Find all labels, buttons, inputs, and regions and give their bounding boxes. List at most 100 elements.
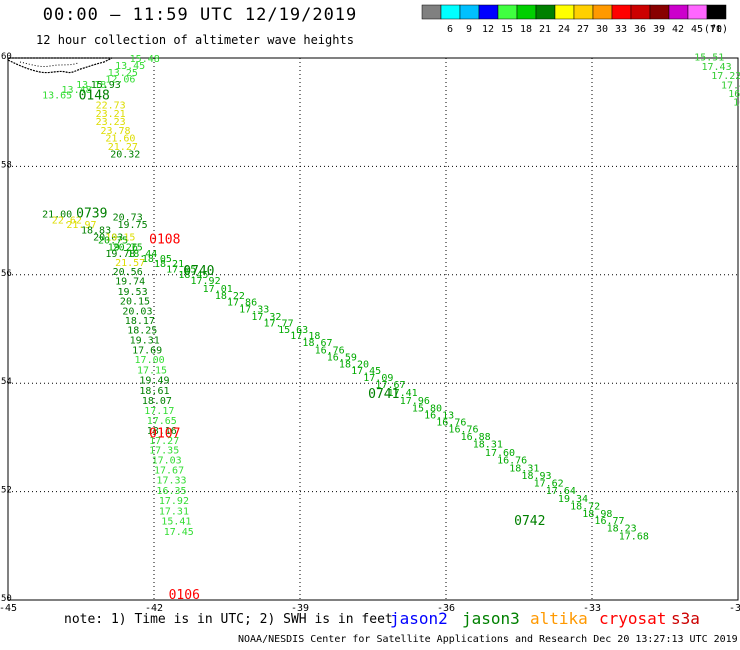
wave-height-label: 16.7 — [733, 98, 740, 109]
wave-height-label: 19.49 — [139, 376, 169, 387]
lat-tick-label: 54 — [1, 377, 12, 387]
page-subtitle: 12 hour collection of altimeter wave hei… — [36, 33, 354, 47]
scale-label: 45 — [691, 24, 703, 35]
legend-item-altika: altika — [530, 609, 588, 628]
wave-height-label: 15.93 — [91, 80, 121, 91]
wave-height-label: 13.18 — [76, 80, 106, 91]
wave-height-label: 18.25 — [127, 325, 157, 336]
wave-height-label: 18.72 — [570, 501, 600, 512]
wave-height-label: 15.48 — [130, 54, 160, 65]
coastline — [7, 57, 113, 74]
wave-height-label: 17.33 — [239, 305, 269, 316]
wave-height-label: 18.67 — [302, 338, 332, 349]
wave-height-label: 15.80 — [412, 403, 442, 414]
wave-height-label: 16.77 — [594, 516, 624, 527]
wave-height-label: 20.73 — [113, 213, 143, 224]
wave-height-label: 17.68 — [619, 531, 649, 542]
wave-height-label: 17.65 — [166, 265, 196, 276]
wave-height-label: 19.15 — [105, 233, 135, 244]
wave-height-label: 17.01 — [203, 284, 233, 295]
wave-height-label: 17.62 — [534, 479, 564, 490]
wave-height-label: 23.78 — [100, 126, 130, 137]
wave-height-label: 20.03 — [93, 233, 123, 244]
wave-height-label: 17.43 — [702, 62, 732, 73]
wave-height-label: 23.21 — [96, 109, 126, 120]
wave-height-label: 17.17 — [144, 406, 174, 417]
wave-height-label: 20.56 — [113, 267, 143, 278]
wave-height-label: 20.03 — [122, 306, 152, 317]
lat-tick-label: 58 — [1, 160, 12, 170]
wave-height-label: 19.75 — [118, 220, 148, 231]
scale-unit: (ft) — [704, 24, 728, 35]
wave-height-label: 18.07 — [142, 396, 172, 407]
wave-height-label: 13.45 — [115, 61, 145, 72]
scale-label: 24 — [558, 24, 570, 35]
scale-label: 39 — [653, 24, 665, 35]
scale-label: 21 — [539, 24, 551, 35]
wave-height-label: 22.73 — [96, 100, 126, 111]
wave-height-label: 15.51 — [694, 53, 724, 64]
wave-height-label: 13.25 — [108, 68, 138, 79]
wave-height-label: 16.76 — [436, 417, 466, 428]
wave-height-label: 18.83 — [81, 226, 111, 237]
wave-height-label: 17.64 — [546, 486, 576, 497]
scale-label: 15 — [501, 24, 513, 35]
pass-time-label: 0107 — [149, 426, 180, 441]
pass-time-label: 0108 — [149, 232, 180, 247]
scale-label: 9 — [466, 24, 472, 35]
wave-height-label: 13.48 — [62, 85, 92, 96]
wave-height-label: 20.32 — [110, 150, 140, 161]
wave-height-label: 16.76 — [448, 425, 478, 436]
wave-height-label: 17.45 — [351, 366, 381, 377]
wave-height-label: 20.75 — [113, 242, 143, 253]
wave-height-label: 17.45 — [164, 527, 194, 538]
lon-tick-label: -30 — [729, 603, 740, 614]
wave-height-label: 18.93 — [521, 471, 551, 482]
wave-height-label: 17.18 — [290, 331, 320, 342]
scale-label: 18 — [520, 24, 532, 35]
wave-height-label: 19.34 — [558, 494, 588, 505]
legend-item-jason2: jason2 — [390, 609, 448, 628]
wave-height-label: 23.23 — [96, 117, 126, 128]
wave-height-label: 17.92 — [159, 496, 189, 507]
wave-height-label: 18.44 — [127, 249, 157, 260]
wave-height-label: 17.03 — [152, 455, 182, 466]
pass-time-label: 0739 — [76, 206, 107, 221]
page-title: 00:00 – 11:59 UTC 12/19/2019 — [42, 5, 358, 25]
lat-tick-label: 50 — [1, 594, 12, 604]
wave-height-label: 21.97 — [66, 220, 96, 231]
lon-tick-label: -42 — [145, 603, 163, 614]
map-frame — [7, 57, 739, 601]
wave-height-label: 21.00 — [42, 209, 72, 220]
scale-label: 42 — [672, 24, 684, 35]
wave-height-label: 17.67 — [375, 380, 405, 391]
lon-tick-label: -45 — [0, 603, 17, 614]
wave-height-label: 17.35 — [149, 446, 179, 457]
wave-height-label: 12.06 — [105, 74, 135, 85]
scale-label: 27 — [577, 24, 589, 35]
wave-height-label: 18.23 — [607, 524, 637, 535]
pass-time-label: 0742 — [514, 514, 545, 529]
wave-height-label: 22.62 — [52, 215, 82, 226]
wave-height-label: 16.35 — [156, 486, 186, 497]
wave-height-label: 17.33 — [156, 475, 186, 486]
wave-height-label: 19.53 — [118, 287, 148, 298]
wave-height-label: 17.69 — [132, 345, 162, 356]
wave-height-label: 17.60 — [485, 448, 515, 459]
wave-height-label: 17.67 — [154, 466, 184, 477]
wave-height-label: 15.41 — [161, 517, 191, 528]
scale-label: 12 — [482, 24, 494, 35]
wave-height-label: 17.27 — [149, 436, 179, 447]
wave-height-label: 18.17 — [125, 316, 155, 327]
wave-height-label: 18.22 — [215, 291, 245, 302]
scale-label: 30 — [596, 24, 608, 35]
scale-label: 36 — [634, 24, 646, 35]
wave-height-label: 20.15 — [120, 297, 150, 308]
wave-height-label: 15.63 — [278, 325, 308, 336]
wave-height-label: 17.65 — [147, 416, 177, 427]
wave-height-label: 17.96 — [400, 396, 430, 407]
wave-height-label: 18.45 — [178, 270, 208, 281]
wave-height-label: 19.31 — [130, 336, 160, 347]
pass-time-label: 0740 — [183, 264, 214, 279]
